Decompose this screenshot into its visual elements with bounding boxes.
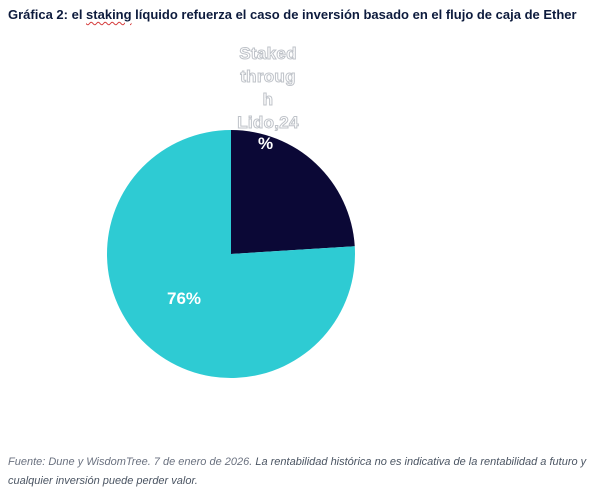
slice-label-lido-line: throug (240, 67, 296, 87)
source-text: Fuente: Dune y WisdomTree. 7 de enero de… (8, 456, 256, 468)
pie-slice-lido (231, 130, 355, 254)
slice-label-lido-line: Lido,24 (237, 113, 299, 133)
chart-title: Gráfica 2: el staking líquido refuerza e… (8, 7, 577, 22)
source-note: Fuente: Dune y WisdomTree. 7 de enero de… (8, 453, 593, 491)
pie-slice-other (106, 130, 355, 378)
title-suffix: líquido refuerza el caso de inversión ba… (131, 7, 577, 22)
title-prefix: Gráfica 2: el (8, 7, 87, 22)
slice-label-lido-percent: % (258, 134, 274, 153)
slice-label-lido: Staked throug h Lido,24 (228, 42, 308, 134)
title-spellcheck-word: staking (86, 7, 132, 22)
slice-label-other: 76% (167, 289, 202, 308)
slice-label-lido-line: h (262, 90, 274, 110)
slice-label-lido-line: Staked (239, 44, 297, 64)
disclaimer-text: La rentabilidad histórica no es indicati… (8, 456, 587, 487)
